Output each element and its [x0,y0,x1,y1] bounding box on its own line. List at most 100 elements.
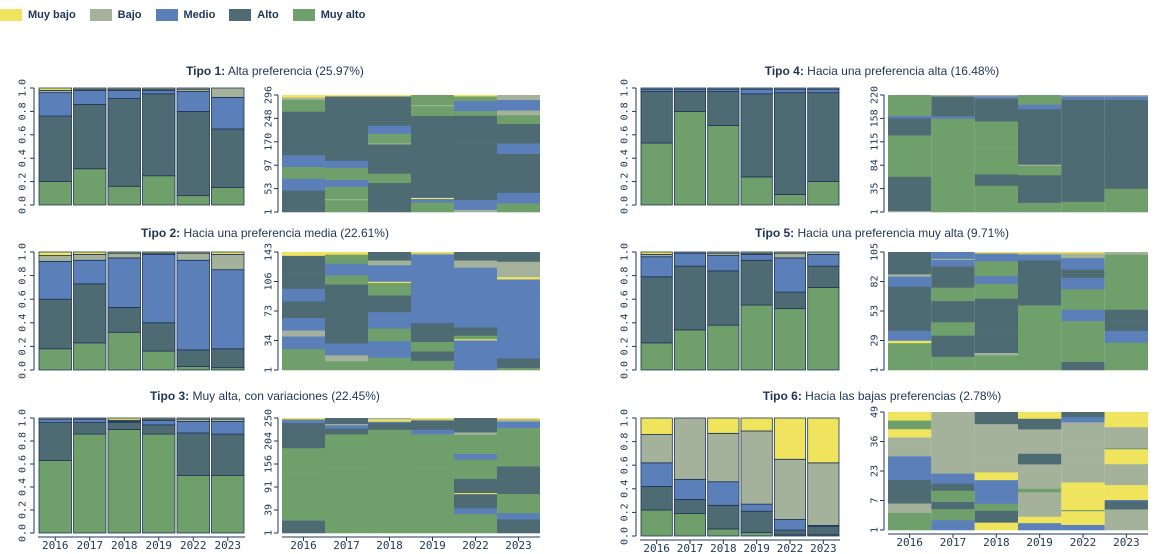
bar-segment [142,350,176,371]
bar-segment [807,88,840,94]
sequence-stripe [282,190,325,213]
bar-segment [740,253,773,261]
sequence-stripe [282,272,325,289]
legend-item-alto: Alto [229,9,279,21]
x-tick-label: 2016 [643,542,670,554]
sequence-stripe [282,330,325,337]
bar-segment [707,255,740,272]
sequence-stripe [411,424,454,430]
sequence-stripe [1018,252,1062,254]
y-tick-label: 0.4 [620,314,631,332]
sequence-stripe [888,252,932,275]
seq-x-tick-label: 2023 [505,539,532,552]
sequence-stripe [931,259,975,267]
bar-segment [73,422,107,435]
seq-x-tick-label: 2017 [333,539,360,552]
bar-segment [640,142,673,206]
bar-segment [707,251,740,254]
sequence-stripe [368,418,411,420]
sequence-stripe [1104,188,1148,201]
sequence-stripe [1061,269,1105,278]
sequence-stripe [368,328,411,342]
sequence-stripe [411,105,454,116]
sequence-stripe [411,95,454,106]
sequence-stripe [497,418,540,420]
sequence-stripe [368,498,411,534]
bar-segment [807,253,840,267]
seq-y-tick-label: 115 [870,133,881,151]
sequence-stripe [1018,453,1062,465]
seq-y-tick-label: 158 [870,109,881,127]
bar-segment [673,499,707,514]
sequence-stripe [974,121,1018,148]
bar-segment [640,462,673,487]
bar-segment [673,513,707,537]
sequence-stripe [368,133,411,144]
bar-segment [707,324,740,371]
sequence-stripe [411,429,454,435]
bar-segment [807,181,840,206]
seq-y-tick-label: 53 [870,305,881,317]
sequence-stripe [411,253,454,255]
bar-segment [211,128,245,188]
y-tick-label: 0.2 [620,503,631,521]
bar-segment [107,251,141,254]
sequence-stripe [974,334,1018,353]
bar-segment [38,348,72,371]
panel-title: Tipo 4: Hacia una preferencia alta (16.4… [765,64,1000,78]
sequence-stripe [282,496,325,521]
sequence-stripe [282,317,325,331]
sequence-stripe [974,275,1018,284]
sequence-stripe [931,519,975,531]
bar-segment [107,307,141,333]
sequence-stripe [454,209,497,213]
bar-segment [142,89,176,95]
sequence-stripe [368,311,411,329]
sequence-stripe [1061,288,1105,310]
sequence-stripe [1061,412,1105,418]
seq-y-tick-label: 1 [870,209,881,215]
sequence-stripe [454,267,497,298]
sequence-stripe [1061,277,1105,290]
sequence-stripe [888,118,932,136]
sequence-stripe [368,464,411,499]
sequence-stripe [454,260,497,268]
bar-segment [673,478,707,500]
sequence-stripe [368,282,411,296]
y-tick-label: 0.4 [18,314,29,332]
sequence-stripe [888,428,932,438]
sequence-stripe [1104,96,1148,100]
sequence-stripe [411,252,454,254]
sequence-stripe [1018,516,1062,524]
sequence-stripe [1104,500,1148,506]
legend-item-muy-alto: Muy alto [292,9,365,21]
sequence-stripe [325,323,368,344]
sequence-stripe [454,115,497,144]
sequence-stripe [1061,167,1105,202]
y-tick-label: 0.2 [18,501,29,519]
sequence-stripe [497,331,540,359]
y-tick-label: 0.0 [18,524,29,542]
sequence-stripe [325,284,368,305]
sequence-stripe [931,300,975,323]
sequence-stripe [1104,448,1148,465]
sequence-stripe [282,520,325,534]
y-tick-label: 0.0 [18,196,29,214]
sequence-stripe [497,367,540,371]
sequence-stripe [282,336,325,350]
sequence-stripe [325,434,368,468]
sequence-stripe [497,192,540,204]
sequence-stripe [454,340,497,371]
bar-segment [176,475,210,534]
bar-segment [73,417,107,420]
sequence-stripe [974,316,1018,335]
bar-segment [142,433,176,534]
sequence-stripe [411,197,454,200]
bar-segment [673,111,707,206]
sequence-stripe [931,258,975,260]
legend-item-muy-bajo: Muy bajo [0,9,76,21]
bar-segment [773,458,807,520]
bar-segment [73,433,107,534]
sequence-stripe [1104,252,1148,255]
